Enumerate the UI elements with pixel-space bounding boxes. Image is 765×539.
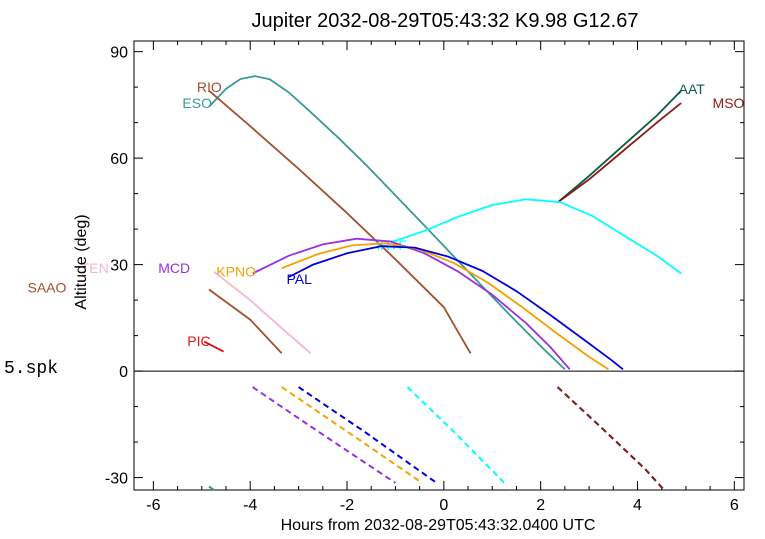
series-label-pal: PAL [287, 271, 313, 287]
series-line-kpno [281, 242, 609, 371]
plot-frame [133, 40, 745, 491]
series-line-pic [203, 340, 225, 353]
series-line-saao [208, 288, 283, 354]
series-label-saao: SAAO [27, 280, 66, 296]
series-line-eso [208, 75, 566, 370]
y-tick-label: 90 [110, 45, 128, 62]
y-tick-label: 30 [110, 258, 128, 275]
series-line-rio [208, 90, 472, 354]
series-below-horizon-mso [556, 386, 665, 491]
y-tick-label: -30 [105, 471, 128, 488]
series-line-pal [288, 245, 624, 371]
side-text: 5.spk [4, 359, 58, 379]
series-label-aat: AAT [679, 81, 706, 97]
x-tick-label: 4 [633, 497, 642, 514]
series-line-ten [213, 270, 312, 354]
series-below-horizon-pal [298, 386, 438, 484]
series-below-horizon-irtf [406, 386, 506, 484]
x-tick-label: -4 [243, 497, 257, 514]
series-line-irtf [390, 198, 682, 275]
series-label-kpno: KPNO [216, 264, 256, 280]
series-below-horizon-kpno [281, 386, 423, 484]
series-line-mcd [252, 237, 571, 370]
series-below-horizon-mcd [252, 386, 396, 484]
y-tick-label: 60 [110, 151, 128, 168]
series-label-mcd: MCD [158, 260, 190, 276]
x-tick-label: -6 [146, 497, 160, 514]
x-tick-label: 2 [536, 497, 545, 514]
chart-title: Jupiter 2032-08-29T05:43:32 K9.98 G12.67 [252, 10, 639, 32]
series-label-ten: TEN [81, 260, 109, 276]
series-label-rio: RIO [197, 79, 222, 95]
x-tick-label: 0 [439, 497, 448, 514]
x-axis-label: Hours from 2032-08-29T05:43:32.0400 UTC [281, 517, 596, 534]
series-line-aat [557, 90, 682, 204]
series-label-eso: ESO [182, 95, 212, 111]
series-label-mso: MSO [713, 95, 745, 111]
x-tick-label: 6 [730, 497, 739, 514]
series-line-mso [557, 102, 682, 204]
series-below-horizon-eso [208, 485, 215, 491]
x-tick-label: -2 [340, 497, 354, 514]
series-label-pic: PIC [187, 333, 210, 349]
y-tick-label: 0 [119, 364, 128, 381]
y-axis-label: Altitude (deg) [73, 214, 90, 309]
